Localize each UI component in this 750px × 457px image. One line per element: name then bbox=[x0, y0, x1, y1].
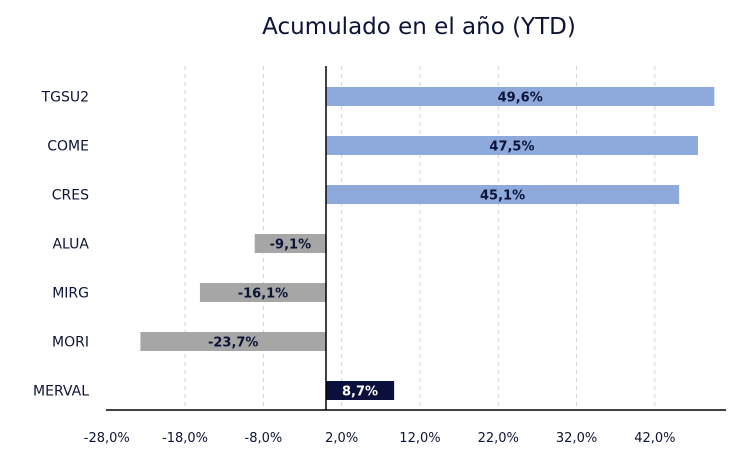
data-label: 49,6% bbox=[498, 91, 543, 106]
category-label: MIRG bbox=[52, 286, 89, 302]
data-label: 8,7% bbox=[342, 385, 378, 400]
chart-title: Acumulado en el año (YTD) bbox=[262, 14, 576, 40]
bar-mirg bbox=[199, 283, 326, 302]
bar-tgsu2 bbox=[326, 87, 715, 106]
x-tick-label: 12,0% bbox=[399, 431, 440, 446]
x-tick-label: -28,0% bbox=[84, 431, 130, 446]
category-label: MORI bbox=[52, 335, 89, 351]
x-tick-label: 22,0% bbox=[478, 431, 519, 446]
x-tick-label: -18,0% bbox=[162, 431, 208, 446]
bar-merval bbox=[326, 381, 395, 400]
category-label: CRES bbox=[52, 188, 89, 204]
x-tick-label: -8,0% bbox=[245, 431, 283, 446]
axes bbox=[106, 66, 726, 411]
labels: -28,0% -18,0% -8,0% 2,0% 12,0% 22,0% 32,0% 42,0… bbox=[33, 90, 675, 447]
x-tick-label: 42,0% bbox=[634, 431, 675, 446]
category-label: ALUA bbox=[52, 237, 89, 253]
category-label: COME bbox=[47, 139, 89, 155]
data-label: 45,1% bbox=[480, 189, 525, 204]
bar-alua bbox=[254, 234, 326, 253]
data-label: -23,7% bbox=[208, 336, 259, 351]
category-label: MERVAL bbox=[33, 384, 89, 400]
data-label: 47,5% bbox=[489, 140, 534, 155]
bar-come bbox=[326, 136, 698, 155]
bar-mori bbox=[140, 332, 326, 351]
category-label: TGSU2 bbox=[41, 90, 89, 106]
bars bbox=[140, 87, 715, 400]
data-label: -9,1% bbox=[270, 238, 311, 253]
data-label: -16,1% bbox=[238, 287, 289, 302]
bar-cres bbox=[326, 185, 680, 204]
x-tick-label: 2,0% bbox=[325, 431, 358, 446]
x-tick-label: 32,0% bbox=[556, 431, 597, 446]
